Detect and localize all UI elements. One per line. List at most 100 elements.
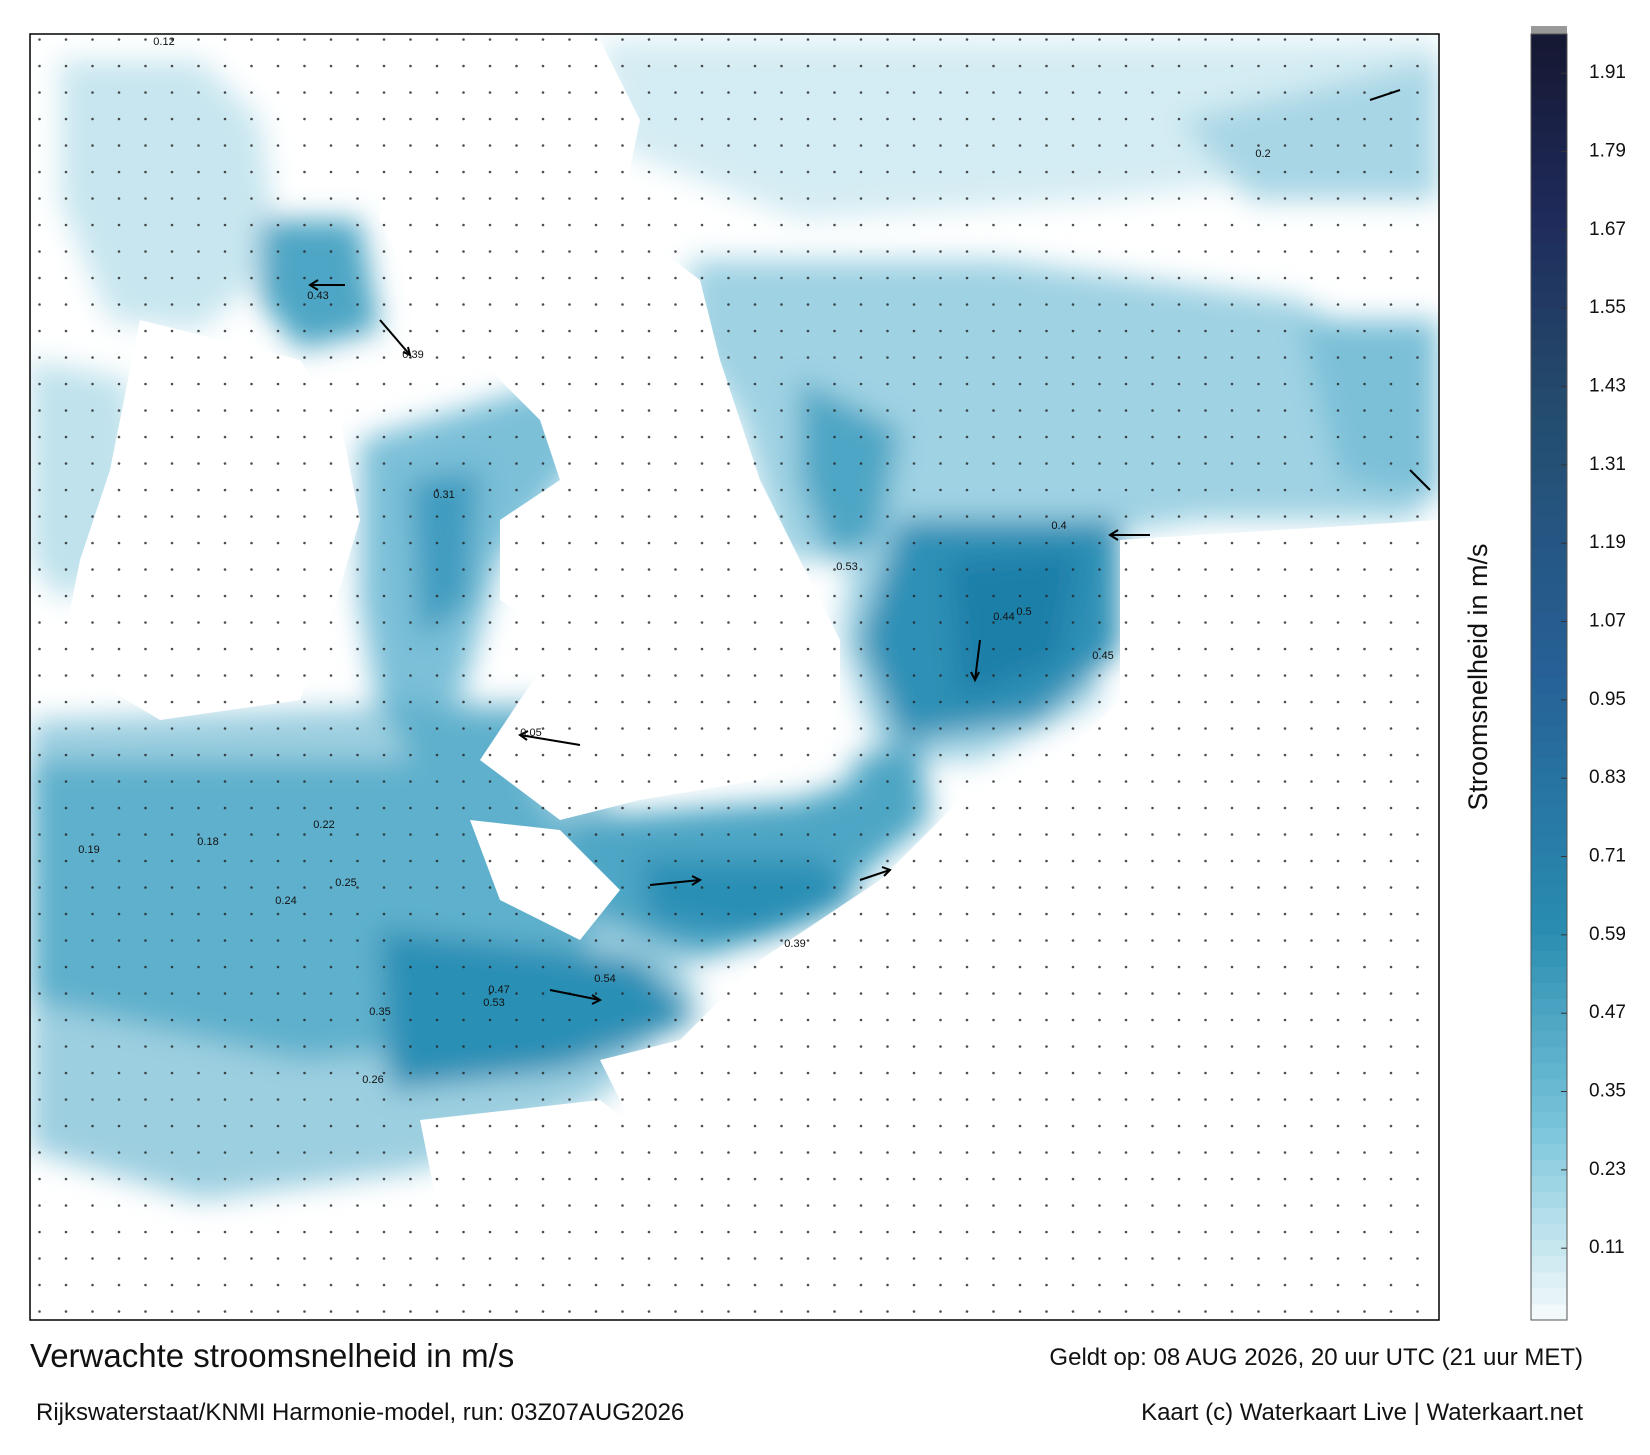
- colorbar-band: [1531, 323, 1567, 341]
- colorbar-band: [1531, 403, 1567, 421]
- colorbar-band: [1531, 307, 1567, 324]
- speed-label: 0.39: [784, 938, 805, 950]
- colorbar-band: [1531, 1143, 1567, 1160]
- colorbar-band: [1531, 918, 1567, 935]
- colorbar-band: [1531, 98, 1567, 115]
- speed-label: 0.53: [483, 997, 504, 1009]
- colorbar-tick-label: 1.43: [1589, 376, 1626, 397]
- colorbar-band: [1531, 1207, 1567, 1225]
- speed-label: 0.2: [1255, 148, 1270, 160]
- colorbar-band: [1531, 178, 1567, 196]
- colorbar-band: [1531, 805, 1567, 823]
- speed-label: 0.54: [594, 973, 615, 985]
- colorbar-band: [1531, 435, 1567, 453]
- colorbar-tick-label: 1.07: [1589, 611, 1626, 632]
- colorbar-band: [1531, 998, 1567, 1016]
- colorbar-band: [1531, 1030, 1567, 1048]
- colorbar-band: [1531, 1062, 1567, 1080]
- colorbar-band: [1531, 66, 1567, 83]
- colorbar-band: [1531, 1303, 1567, 1321]
- colorbar-band: [1531, 644, 1567, 662]
- colorbar-band: [1531, 596, 1567, 614]
- colorbar-band: [1531, 387, 1567, 405]
- speed-label: 0.4: [1051, 520, 1066, 532]
- colorbar-band: [1531, 789, 1567, 807]
- map-frame: [29, 33, 1440, 1321]
- colorbar-band: [1531, 1239, 1567, 1257]
- colorbar-band: [1531, 1159, 1567, 1176]
- colorbar-band: [1531, 146, 1567, 164]
- colorbar-band: [1531, 837, 1567, 855]
- colorbar-band: [1531, 516, 1567, 533]
- colorbar-band: [1531, 869, 1567, 887]
- colorbar-cap: [1531, 26, 1567, 34]
- colorbar-band: [1531, 226, 1567, 244]
- colorbar-band: [1531, 773, 1567, 791]
- colorbar-tick-label: 1.31: [1589, 454, 1626, 475]
- colorbar-tick-label: 0.83: [1589, 767, 1626, 788]
- speed-label: 0.18: [197, 836, 218, 848]
- colorbar-band: [1531, 1111, 1567, 1128]
- colorbar-band: [1531, 950, 1567, 967]
- colorbar-band: [1531, 966, 1567, 984]
- colorbar-band: [1531, 451, 1567, 469]
- colorbar-band: [1531, 339, 1567, 357]
- colorbar-tick-label: 1.55: [1589, 297, 1626, 318]
- speed-label: 0.47: [488, 984, 509, 996]
- colorbar-band: [1531, 500, 1567, 517]
- colorbar-band: [1531, 259, 1567, 276]
- colorbar-band: [1531, 548, 1567, 566]
- colorbar-band: [1531, 242, 1567, 260]
- colorbar-label: Stroomsnelheid in m/s: [1463, 543, 1493, 810]
- speed-label: 0.31: [433, 489, 454, 501]
- speed-label: 0.19: [78, 844, 99, 856]
- colorbar-tick-label: 1.79: [1589, 141, 1626, 162]
- colorbar-band: [1531, 660, 1567, 678]
- colorbar-tick-label: 0.35: [1589, 1081, 1626, 1102]
- speed-label: 0.26: [362, 1074, 383, 1086]
- credit: Kaart (c) Waterkaart Live | Waterkaart.n…: [1141, 1399, 1583, 1426]
- colorbar-band: [1531, 853, 1567, 871]
- colorbar-band: [1531, 982, 1567, 1000]
- colorbar-band: [1531, 1014, 1567, 1032]
- colorbar-band: [1531, 725, 1567, 742]
- speed-label: 0.44: [993, 611, 1014, 623]
- colorbar-frame: [1530, 33, 1568, 1321]
- map: [30, 34, 1439, 1320]
- colorbar-band: [1531, 275, 1567, 292]
- vector-grid: [30, 34, 1439, 1320]
- speed-label: 0.12: [153, 36, 174, 48]
- colorbar-tick-label: 0.95: [1589, 689, 1626, 710]
- colorbar-tick-label: 1.19: [1589, 532, 1626, 553]
- colorbar-band: [1531, 162, 1567, 180]
- colorbar-band: [1531, 82, 1567, 99]
- colorbar-band: [1531, 741, 1567, 758]
- speed-label: 0.39: [402, 349, 423, 361]
- source: Rijkswaterstaat/KNMI Harmonie-model, run…: [36, 1399, 684, 1426]
- speed-label: 0.5: [1016, 606, 1031, 618]
- speed-label: 0.43: [307, 290, 328, 302]
- colorbar-band: [1531, 902, 1567, 919]
- colorbar-band: [1531, 355, 1567, 373]
- colorbar: 0.11 0.23 0.35 0.47 0.59 0.71 0.83 0.95 1.07 1.19…: [1531, 26, 1626, 1321]
- colorbar-band: [1531, 114, 1567, 132]
- colorbar-band: [1531, 709, 1567, 726]
- colorbar-band: [1531, 885, 1567, 903]
- colorbar-tick-label: 0.71: [1589, 846, 1626, 867]
- colorbar-band: [1531, 1127, 1567, 1144]
- colorbar-band: [1531, 1078, 1567, 1096]
- colorbar-band: [1531, 468, 1567, 485]
- title: Verwachte stroomsnelheid in m/s: [30, 1337, 514, 1374]
- arrows: [308, 89, 1431, 1005]
- colorbar-band: [1531, 693, 1567, 710]
- colorbar-band: [1531, 757, 1567, 775]
- map-labels: 0.430.390.350.310.530.540.470.530.40.44 0…: [78, 36, 1270, 1086]
- colorbar-band: [1531, 1287, 1567, 1305]
- speed-label: 0.05: [520, 727, 541, 739]
- speed-label: 0.45: [1092, 650, 1113, 662]
- colorbar-band: [1531, 821, 1567, 839]
- colorbar-band: [1531, 677, 1567, 694]
- colorbar-band: [1531, 50, 1567, 67]
- colorbar-band: [1531, 628, 1567, 646]
